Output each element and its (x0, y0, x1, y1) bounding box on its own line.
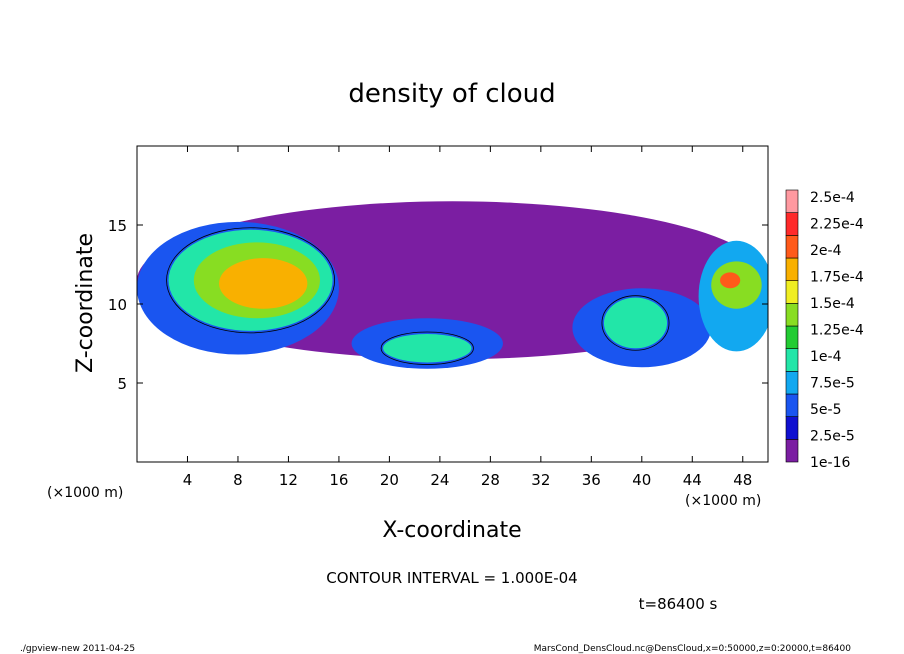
colorbar-swatch (785, 303, 799, 327)
y-tick-label: 15 (108, 217, 127, 235)
x-tick-label: 36 (582, 471, 601, 489)
colorbar-label: 5e-5 (810, 402, 841, 418)
contour-lines (166, 227, 670, 365)
density-blob (603, 297, 668, 349)
colorbar-swatch (785, 348, 799, 372)
colorbar-swatch (785, 439, 799, 463)
contour-line (166, 227, 336, 334)
contour-interval-note: CONTOUR INTERVAL = 1.000E-04 (326, 569, 577, 587)
chart-title: density of cloud (348, 79, 555, 109)
time-label: t=86400 s (639, 595, 718, 613)
colorbar-swatch (785, 280, 799, 304)
density-blob (720, 272, 741, 289)
colorbar-label: 1.5e-4 (810, 296, 855, 312)
x-unit-left: (×1000 m) (47, 485, 123, 501)
colorbar-swatch (785, 371, 799, 395)
x-axis: 4 8 12 16 20 24 28 32 36 40 44 48 (183, 146, 752, 489)
colorbar-swatch (785, 393, 799, 417)
x-tick-label: 28 (481, 471, 500, 489)
colorbar-swatch (785, 235, 799, 259)
x-tick-label: 20 (380, 471, 399, 489)
density-blob (219, 258, 308, 309)
x-tick-label: 32 (531, 471, 550, 489)
footer-left: ./gpview-new 2011-04-25 (20, 644, 135, 654)
colorbar-label: 2.25e-4 (810, 217, 864, 233)
colorbar-swatch (785, 257, 799, 281)
contour-line (601, 295, 670, 351)
colorbar-label: 1.75e-4 (810, 270, 864, 286)
y-tick-label: 10 (108, 296, 127, 314)
x-unit-right: (×1000 m) (685, 493, 761, 509)
x-axis-label: X-coordinate (382, 518, 521, 543)
x-tick-label: 12 (279, 471, 298, 489)
colorbar-label: 2e-4 (810, 243, 842, 259)
y-axis: 5 10 15 (108, 217, 768, 393)
colorbar-label: 2.5e-5 (810, 429, 855, 445)
colorbar-label: 1e-4 (810, 349, 842, 365)
density-field (137, 201, 768, 369)
colorbar-swatch (785, 189, 799, 213)
colorbar-swatch (785, 325, 799, 349)
x-tick-label: 44 (683, 471, 702, 489)
x-tick-label: 4 (183, 471, 193, 489)
footer-right: MarsCond_DensCloud.nc@DensCloud,x=0:5000… (534, 644, 851, 654)
x-tick-label: 40 (632, 471, 651, 489)
x-tick-label: 48 (733, 471, 752, 489)
colorbar-label: 7.5e-5 (810, 376, 855, 392)
y-axis-label: Z-coordinate (73, 233, 98, 373)
y-tick-label: 5 (117, 375, 127, 393)
x-tick-label: 24 (430, 471, 449, 489)
contour-line (380, 331, 474, 365)
x-tick-label: 8 (233, 471, 243, 489)
colorbar: 1e-16 2.5e-5 5e-5 7.5e-5 1e-4 1.25e-4 1.5e-4 1.… (785, 189, 864, 471)
colorbar-swatch (785, 416, 799, 440)
colorbar-swatch (785, 212, 799, 236)
colorbar-label: 1e-16 (810, 455, 850, 471)
x-tick-label: 16 (329, 471, 348, 489)
colorbar-label: 1.25e-4 (810, 323, 864, 339)
colorbar-label: 2.5e-4 (810, 190, 855, 206)
density-blob (383, 334, 472, 363)
